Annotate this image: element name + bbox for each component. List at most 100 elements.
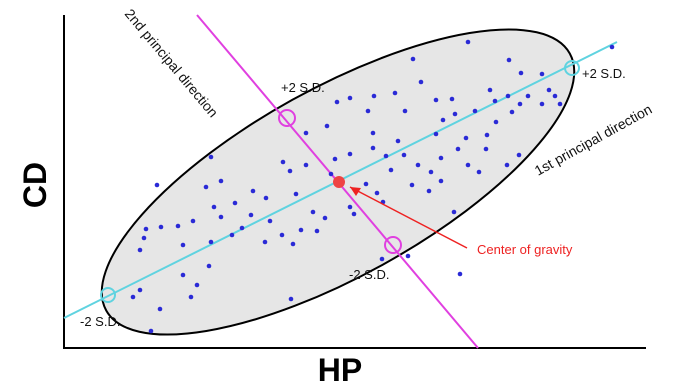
data-point xyxy=(206,263,212,269)
data-point xyxy=(288,296,294,302)
data-point xyxy=(506,57,512,63)
data-point xyxy=(418,79,424,85)
data-point xyxy=(557,101,563,107)
data-point xyxy=(279,232,285,238)
data-point xyxy=(363,181,369,187)
data-point xyxy=(334,99,340,105)
data-point xyxy=(552,93,558,99)
x-axis-title: HP xyxy=(318,352,362,383)
data-point xyxy=(370,145,376,151)
center-arrow-line xyxy=(349,186,468,249)
pc2-plus-label: +2 S.D. xyxy=(281,80,325,95)
pc1-minus-label: -2 S.D. xyxy=(80,314,120,329)
data-point xyxy=(248,212,254,218)
data-point xyxy=(516,152,522,158)
data-point xyxy=(157,306,163,312)
data-point xyxy=(180,272,186,278)
data-point xyxy=(175,223,181,229)
data-point xyxy=(465,162,471,168)
data-point xyxy=(476,169,482,175)
center-arrow-head xyxy=(350,187,361,196)
data-point xyxy=(472,108,478,114)
data-point xyxy=(484,132,490,138)
data-point xyxy=(250,188,256,194)
pc2-minus-marker xyxy=(384,236,402,254)
data-point xyxy=(218,178,224,184)
data-point xyxy=(504,162,510,168)
pc2-minus-label: -2 S.D. xyxy=(349,267,389,282)
data-point xyxy=(287,168,293,174)
data-point xyxy=(324,123,330,129)
data-point xyxy=(426,188,432,194)
data-point xyxy=(509,109,515,115)
data-point xyxy=(505,93,511,99)
data-point xyxy=(263,195,269,201)
data-point xyxy=(148,328,154,334)
data-point xyxy=(280,159,286,165)
data-point xyxy=(232,200,238,206)
data-point xyxy=(208,239,214,245)
data-point xyxy=(141,235,147,241)
data-point xyxy=(158,224,164,230)
data-point xyxy=(392,90,398,96)
data-point xyxy=(546,87,552,93)
data-point xyxy=(137,287,143,293)
y-axis-title: CD xyxy=(17,162,53,208)
data-point xyxy=(383,153,389,159)
data-point xyxy=(440,117,446,123)
data-point xyxy=(483,146,489,152)
data-point xyxy=(293,191,299,197)
data-point xyxy=(208,154,214,160)
data-point xyxy=(370,130,376,136)
data-point xyxy=(487,87,493,93)
data-point xyxy=(410,56,416,62)
data-point xyxy=(409,182,415,188)
data-point xyxy=(137,247,143,253)
data-point xyxy=(539,101,545,107)
data-point xyxy=(457,271,463,277)
data-point xyxy=(428,169,434,175)
data-point xyxy=(290,241,296,247)
data-point xyxy=(438,178,444,184)
data-point xyxy=(322,215,328,221)
data-point xyxy=(194,282,200,288)
data-point xyxy=(452,111,458,117)
data-point xyxy=(401,152,407,158)
data-point xyxy=(517,101,523,107)
data-point xyxy=(395,138,401,144)
center-of-gravity-dot xyxy=(333,176,345,188)
data-point xyxy=(239,225,245,231)
data-point xyxy=(328,171,334,177)
data-point xyxy=(371,93,377,99)
data-point xyxy=(203,184,209,190)
data-point xyxy=(525,93,531,99)
data-points xyxy=(130,39,615,334)
pc1-plus-marker xyxy=(564,60,580,76)
data-point xyxy=(438,155,444,161)
pc1-minus-marker xyxy=(100,287,116,303)
data-point xyxy=(347,204,353,210)
pc1-plus-label: +2 S.D. xyxy=(582,66,626,81)
data-point xyxy=(298,227,304,233)
data-point xyxy=(415,162,421,168)
data-point xyxy=(492,98,498,104)
data-point xyxy=(374,190,380,196)
data-point xyxy=(379,256,385,262)
data-point xyxy=(332,156,338,162)
data-point xyxy=(211,204,217,210)
data-point xyxy=(229,232,235,238)
data-point xyxy=(190,218,196,224)
data-point xyxy=(402,108,408,114)
data-point xyxy=(433,131,439,137)
data-point xyxy=(188,294,194,300)
data-point xyxy=(154,182,160,188)
data-point xyxy=(143,226,149,232)
second-direction-label: 2nd principal direction xyxy=(122,6,222,121)
data-point xyxy=(451,209,457,215)
data-point xyxy=(351,211,357,217)
data-point xyxy=(609,44,615,50)
data-point xyxy=(303,130,309,136)
data-point xyxy=(455,146,461,152)
data-point xyxy=(218,214,224,220)
